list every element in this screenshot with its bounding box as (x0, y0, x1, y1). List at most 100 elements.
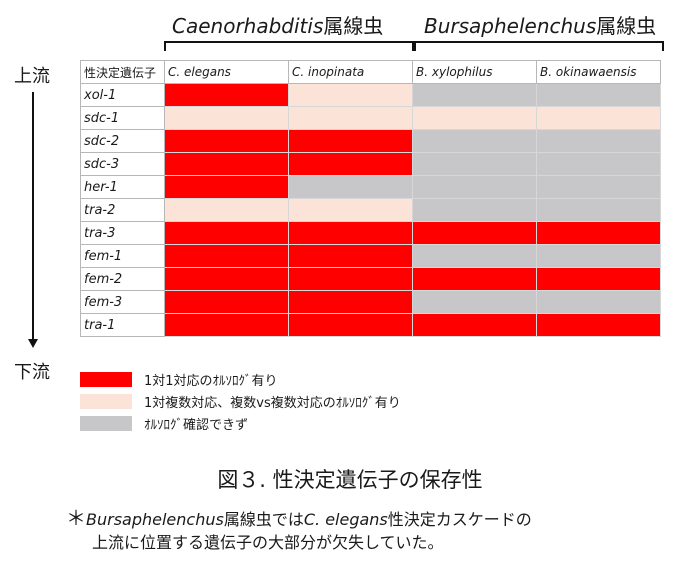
orthology-cell-gray (536, 83, 661, 107)
orthology-cell-red (412, 313, 537, 337)
gene-name: xol-1 (80, 83, 165, 107)
table-row: fem-3 (80, 290, 661, 314)
table-row: her-1 (80, 175, 661, 199)
orthology-table: 性決定遺伝子 C. elegans C. inopinata B. xyloph… (80, 60, 661, 337)
species-header: C. elegans (164, 60, 289, 84)
table-header-row: 性決定遺伝子 C. elegans C. inopinata B. xyloph… (80, 60, 661, 84)
legend-item: ｵﾙｿﾛｸﾞ確認できず (80, 412, 401, 434)
table-row: sdc-1 (80, 106, 661, 130)
upstream-label: 上流 (14, 66, 50, 87)
orthology-cell-red (288, 290, 413, 314)
legend-swatch-red (80, 371, 132, 387)
orthology-cell-gray (536, 175, 661, 199)
orthology-cell-red (164, 152, 289, 176)
orthology-cell-red (164, 244, 289, 268)
footnote-species: C. elegans (303, 510, 388, 529)
orthology-cell-pink (536, 106, 661, 130)
legend-swatch-gray (80, 415, 132, 431)
legend-item: 1対複数対応、複数vs複数対応のｵﾙｿﾛｸﾞ有り (80, 390, 401, 412)
orthology-cell-pink (164, 198, 289, 222)
orthology-cell-gray (536, 129, 661, 153)
orthology-cell-gray (536, 152, 661, 176)
table-row: sdc-3 (80, 152, 661, 176)
genus-header-bursaphelenchus: Bursaphelenchus属線虫 (424, 10, 656, 39)
legend-label: 1対1対応のｵﾙｿﾛｸﾞ有り (144, 373, 278, 389)
table-row: tra-3 (80, 221, 661, 245)
orthology-cell-red (288, 244, 413, 268)
table-row: tra-2 (80, 198, 661, 222)
footnote-genus: Bursaphelenchus (86, 510, 224, 529)
brace-bursaphelenchus (414, 41, 664, 51)
downstream-arrow-shaft (32, 92, 34, 340)
orthology-cell-gray (412, 129, 537, 153)
footnote-text: 性決定カスケードの (387, 510, 532, 529)
footnote-line-1: ＊Bursaphelenchus属線虫ではC. elegans性決定カスケードの (66, 507, 532, 531)
table-row: tra-1 (80, 313, 661, 337)
table-row: sdc-2 (80, 129, 661, 153)
footnote-text: 属線虫では (223, 510, 304, 529)
table-row: fem-1 (80, 244, 661, 268)
orthology-cell-gray (536, 290, 661, 314)
orthology-cell-red (164, 267, 289, 291)
genus-name-italic: Bursaphelenchus (424, 14, 597, 38)
orthology-cell-red (164, 313, 289, 337)
figure-caption: 図３. 性決定遺伝子の保存性 (217, 468, 483, 492)
footnote: ＊Bursaphelenchus属線虫ではC. elegans性決定カスケードの… (66, 507, 532, 554)
table-row: fem-2 (80, 267, 661, 291)
orthology-cell-red (164, 221, 289, 245)
brace-caenorhabditis (164, 41, 414, 51)
gene-name: tra-1 (80, 313, 165, 337)
orthology-cell-gray (412, 83, 537, 107)
legend: 1対1対応のｵﾙｿﾛｸﾞ有り 1対複数対応、複数vs複数対応のｵﾙｿﾛｸﾞ有り … (80, 368, 401, 434)
orthology-cell-pink (412, 106, 537, 130)
orthology-cell-red (288, 313, 413, 337)
orthology-cell-red (164, 290, 289, 314)
downstream-label: 下流 (14, 362, 50, 383)
orthology-cell-red (536, 267, 661, 291)
orthology-cell-red (536, 313, 661, 337)
legend-label: 1対複数対応、複数vs複数対応のｵﾙｿﾛｸﾞ有り (144, 395, 401, 411)
asterisk-mark: ＊ (66, 506, 86, 530)
species-header: B. xylophilus (412, 60, 537, 84)
species-header: C. inopinata (288, 60, 413, 84)
orthology-cell-red (288, 221, 413, 245)
orthology-cell-pink (164, 106, 289, 130)
orthology-cell-red (412, 267, 537, 291)
footnote-line-2: 上流に位置する遺伝子の大部分が欠失していた。 (92, 533, 444, 552)
gene-name: sdc-2 (80, 129, 165, 153)
genus-suffix: 属線虫 (596, 14, 657, 38)
gene-name: tra-2 (80, 198, 165, 222)
table-row: xol-1 (80, 83, 661, 107)
orthology-cell-gray (412, 290, 537, 314)
gene-name: her-1 (80, 175, 165, 199)
orthology-cell-red (164, 83, 289, 107)
gene-name: fem-1 (80, 244, 165, 268)
orthology-cell-red (536, 221, 661, 245)
orthology-cell-gray (288, 175, 413, 199)
orthology-cell-gray (412, 198, 537, 222)
legend-item: 1対1対応のｵﾙｿﾛｸﾞ有り (80, 368, 401, 390)
orthology-cell-gray (412, 152, 537, 176)
orthology-cell-gray (536, 198, 661, 222)
corner-label: 性決定遺伝子 (80, 60, 165, 84)
genus-name-italic: Caenorhabditis (172, 14, 324, 38)
species-header: B. okinawaensis (536, 60, 661, 84)
orthology-cell-gray (536, 244, 661, 268)
orthology-cell-red (412, 221, 537, 245)
orthology-cell-gray (412, 175, 537, 199)
genus-suffix: 属線虫 (323, 14, 384, 38)
legend-label: ｵﾙｿﾛｸﾞ確認できず (144, 417, 249, 433)
orthology-cell-red (164, 129, 289, 153)
orthology-cell-red (288, 152, 413, 176)
gene-name: sdc-1 (80, 106, 165, 130)
orthology-cell-pink (288, 198, 413, 222)
orthology-cell-red (288, 267, 413, 291)
orthology-cell-pink (288, 83, 413, 107)
legend-swatch-pink (80, 393, 132, 409)
orthology-cell-gray (412, 244, 537, 268)
gene-name: tra-3 (80, 221, 165, 245)
genus-header-caenorhabditis: Caenorhabditis属線虫 (172, 10, 383, 39)
downstream-arrow-head (28, 339, 38, 348)
orthology-cell-red (164, 175, 289, 199)
orthology-cell-red (288, 129, 413, 153)
